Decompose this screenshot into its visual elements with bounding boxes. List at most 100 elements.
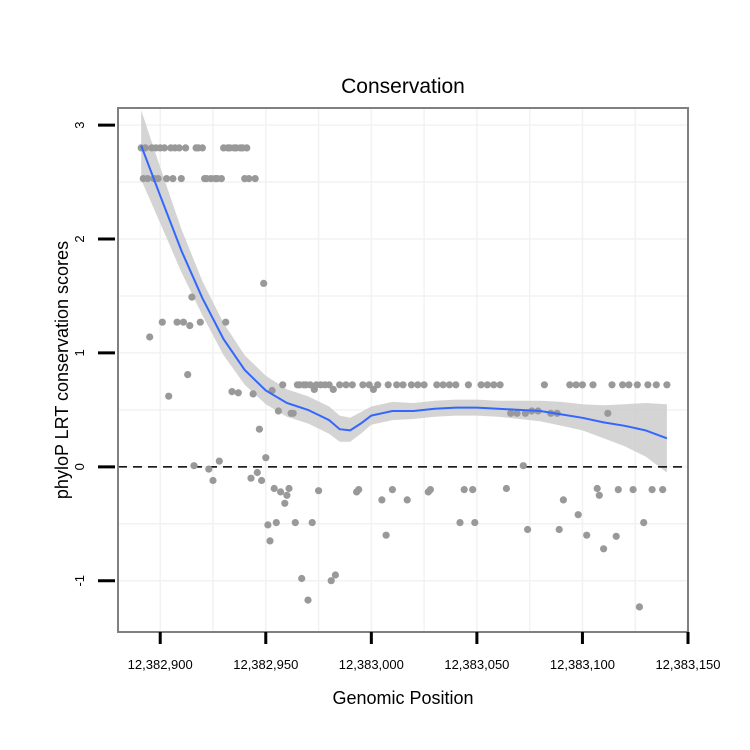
data-point	[247, 474, 255, 482]
data-point	[604, 409, 612, 417]
data-point	[215, 457, 223, 465]
data-point	[420, 381, 428, 389]
data-point	[158, 318, 166, 326]
data-point	[619, 381, 627, 389]
data-point	[264, 521, 272, 529]
data-point	[315, 487, 323, 495]
data-point	[640, 519, 648, 527]
data-point	[291, 519, 299, 527]
data-point	[177, 175, 185, 183]
data-point	[329, 385, 337, 393]
data-point	[524, 525, 532, 534]
chart-title: Conservation	[341, 75, 465, 98]
data-point	[222, 318, 230, 326]
data-point	[245, 175, 253, 183]
data-point	[452, 381, 460, 389]
data-point	[445, 381, 453, 389]
data-point	[403, 496, 411, 504]
data-point	[154, 175, 162, 183]
data-point	[285, 484, 293, 493]
data-point	[306, 381, 314, 389]
data-point	[513, 409, 521, 417]
data-point	[169, 175, 177, 183]
data-point	[255, 425, 263, 433]
data-point	[270, 484, 278, 493]
data-point	[188, 293, 196, 301]
data-point	[179, 318, 187, 326]
data-point	[600, 545, 608, 553]
data-point	[496, 381, 504, 389]
data-point	[388, 486, 396, 494]
confidence-band	[141, 110, 667, 473]
data-point	[165, 392, 173, 400]
data-point	[281, 499, 289, 507]
x-tick-label: 12,383,100	[550, 657, 615, 672]
data-point	[342, 381, 350, 389]
smooth-line-layer	[140, 145, 668, 440]
data-point	[399, 381, 407, 389]
data-point	[298, 574, 306, 583]
data-point	[355, 486, 363, 494]
data-point	[266, 537, 274, 545]
data-point	[407, 381, 415, 389]
data-point	[426, 486, 434, 494]
y-tick-label: -1	[72, 575, 87, 587]
data-point	[593, 484, 601, 493]
data-point	[635, 603, 644, 611]
x-tick-label: 12,382,950	[233, 657, 298, 672]
data-point	[283, 491, 291, 499]
data-point	[272, 519, 280, 527]
data-point	[378, 496, 386, 504]
data-point	[469, 486, 477, 494]
data-point	[262, 454, 270, 462]
data-point	[625, 381, 633, 389]
data-point	[198, 144, 206, 152]
data-point	[477, 381, 485, 389]
data-point	[521, 409, 530, 417]
x-tick-label: 12,383,000	[339, 657, 404, 672]
data-point	[566, 381, 574, 389]
data-point	[663, 381, 671, 389]
data-point	[260, 279, 268, 287]
data-point	[644, 381, 652, 389]
data-point	[217, 175, 225, 183]
data-point	[507, 409, 515, 417]
data-point	[253, 468, 261, 477]
data-point	[464, 381, 472, 389]
grid	[118, 108, 689, 632]
data-point	[382, 531, 390, 539]
data-point	[190, 462, 198, 470]
data-point	[258, 476, 266, 485]
data-point	[289, 409, 297, 417]
x-tick-label: 12,383,050	[444, 657, 509, 672]
data-point	[234, 389, 242, 397]
data-point	[439, 381, 447, 389]
data-point	[359, 381, 367, 389]
data-point	[274, 407, 282, 415]
data-point	[559, 496, 568, 504]
axes: 12,382,900 12,382,950 12,383,000 12,383,050…	[72, 121, 721, 672]
data-point	[184, 371, 192, 379]
data-point	[659, 486, 667, 494]
data-point	[555, 525, 563, 534]
x-axis-title: Genomic Position	[332, 688, 473, 708]
smooth-trend-line	[140, 145, 668, 440]
data-point	[348, 381, 356, 389]
y-tick-label: 1	[72, 349, 87, 356]
y-tick-label: 3	[72, 121, 87, 128]
data-point	[578, 381, 587, 389]
data-point	[648, 486, 656, 494]
data-points	[137, 144, 671, 611]
data-point	[196, 318, 204, 326]
data-point	[589, 381, 597, 389]
confidence-ribbon-layer	[141, 110, 667, 473]
data-point	[614, 486, 622, 494]
data-point	[374, 381, 382, 389]
data-point	[652, 381, 660, 389]
data-point	[277, 488, 285, 496]
data-point	[163, 175, 171, 183]
data-point	[146, 333, 154, 341]
data-point	[243, 144, 251, 152]
data-point	[186, 322, 194, 330]
